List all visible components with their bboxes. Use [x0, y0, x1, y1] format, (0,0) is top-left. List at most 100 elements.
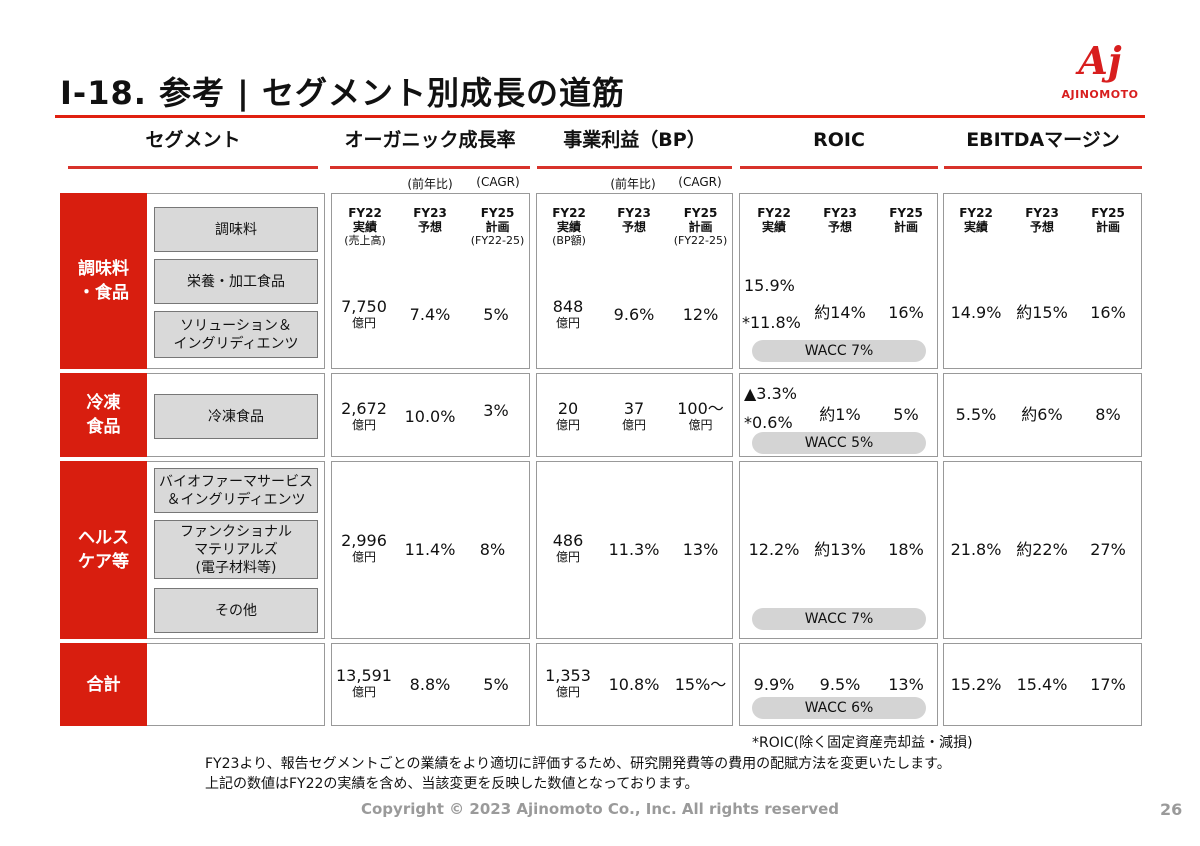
header-rule — [944, 166, 1142, 169]
organic-fy23: 11.4% — [404, 540, 456, 559]
segment-label: 調味料 ・食品 — [78, 259, 129, 303]
subsegment-label: ソリューション＆ イングリディエンツ — [173, 317, 299, 352]
subheader-yoy: (前年比) — [610, 177, 656, 191]
subsegment-label: ファンクショナル マテリアルズ (電子材料等) — [180, 523, 292, 576]
segment-total: 合計 — [60, 643, 147, 726]
organic-fy22: 7,750 億円 — [341, 297, 387, 331]
roic-fy25: 16% — [888, 303, 924, 322]
bp-fy25: 100～ 億円 — [677, 399, 724, 433]
organic-fy25: 5% — [483, 305, 509, 324]
segment-healthcare: ヘルス ケア等 — [60, 461, 147, 639]
segment-label: ヘルス ケア等 — [78, 528, 129, 572]
colhead-fy23: FY23 予想 — [617, 206, 651, 234]
ajinomoto-logo: Aj AJINOMOTO — [1055, 38, 1145, 108]
note-line-1: FY23より、報告セグメントごとの業績をより適切に評価するため、研究開発費等の費… — [205, 756, 951, 772]
wacc-badge: WACC 7% — [752, 340, 926, 362]
bp-fy25: 13% — [682, 540, 719, 559]
ebitda-panel — [943, 193, 1142, 369]
bp-fy23: 10.8% — [608, 675, 660, 694]
ebitda-fy22: 14.9% — [950, 303, 1002, 322]
ebitda-fy25: 16% — [1090, 303, 1126, 322]
ebitda-panel — [943, 461, 1142, 639]
wacc-badge: WACC 7% — [752, 608, 926, 630]
subsegment: バイオファーマサービス ＆イングリディエンツ — [154, 468, 318, 513]
bp-fy22: 486 億円 — [552, 531, 584, 565]
bp-fy22: 848 億円 — [552, 297, 584, 331]
header-roic: ROIC — [813, 129, 865, 151]
roic-fy25: 18% — [888, 540, 924, 559]
header-rule — [330, 166, 530, 169]
colhead-fy22: FY22 実績 (売上高) — [344, 206, 386, 247]
header-rule — [68, 166, 318, 169]
copyright-footer: Copyright © 2023 Ajinomoto Co., Inc. All… — [360, 800, 840, 818]
roic-fy22-adjusted: *0.6% — [744, 413, 793, 432]
colhead-fy23: FY23 予想 — [413, 206, 447, 234]
header-rule — [537, 166, 732, 169]
subsegment-label: 調味料 — [215, 221, 257, 238]
subsegment-label: 冷凍食品 — [208, 408, 264, 425]
header-rule — [740, 166, 938, 169]
page-number: 26 — [1160, 800, 1183, 819]
segment-label: 合計 — [86, 674, 121, 695]
subsegment: ソリューション＆ イングリディエンツ — [154, 311, 318, 358]
wacc-badge: WACC 5% — [752, 432, 926, 454]
roic-fy23: 約13% — [814, 540, 866, 559]
organic-panel — [331, 643, 530, 726]
subsegment: ファンクショナル マテリアルズ (電子材料等) — [154, 520, 318, 579]
subsegment: 栄養・加工食品 — [154, 259, 318, 304]
ebitda-fy23: 約15% — [1016, 303, 1068, 322]
roic-fy22: 9.9% — [753, 675, 795, 694]
bp-fy22: 1,353 億円 — [545, 666, 591, 700]
organic-panel — [331, 461, 530, 639]
colhead-fy23: FY23 予想 — [1025, 206, 1059, 234]
colhead-fy23: FY23 予想 — [823, 206, 857, 234]
roic-fy23: 9.5% — [819, 675, 861, 694]
roic-fy23: 約1% — [819, 405, 861, 424]
organic-panel — [331, 373, 530, 457]
subsegment: その他 — [154, 588, 318, 633]
roic-fy22: 12.2% — [748, 540, 800, 559]
header-organic: オーガニック成長率 — [344, 129, 516, 151]
organic-fy23: 10.0% — [404, 407, 456, 426]
logo-mark: Aj — [1078, 38, 1122, 83]
ebitda-fy25: 17% — [1090, 675, 1126, 694]
header-bp: 事業利益（BP） — [563, 129, 706, 151]
ebitda-fy22: 5.5% — [955, 405, 997, 424]
roic-fy25: 13% — [888, 675, 924, 694]
segment-seasonings-foods: 調味料 ・食品 — [60, 193, 147, 369]
subheader-cagr: (CAGR) — [476, 175, 520, 189]
subsegment-label: 栄養・加工食品 — [187, 273, 285, 290]
logo-text: AJINOMOTO — [1061, 88, 1139, 101]
organic-fy22: 2,996 億円 — [341, 531, 387, 565]
colhead-fy22: FY22 実績 — [757, 206, 791, 234]
ebitda-panel — [943, 643, 1142, 726]
roic-fy22-adjusted: *11.8% — [742, 313, 801, 332]
colhead-fy22: FY22 実績 (BP額) — [552, 206, 586, 247]
subsegment-label: バイオファーマサービス ＆イングリディエンツ — [159, 473, 313, 508]
colhead-fy22: FY22 実績 — [959, 206, 993, 234]
ebitda-fy22: 15.2% — [950, 675, 1002, 694]
colhead-fy25: FY25 計画 (FY22-25) — [673, 206, 728, 247]
ebitda-fy23: 約6% — [1021, 405, 1063, 424]
bp-panel — [536, 373, 733, 457]
roic-fy25: 5% — [893, 405, 919, 424]
page-title: Ⅰ-18. 参考 | セグメント別成長の道筋 — [60, 74, 625, 112]
organic-fy22: 2,672 億円 — [341, 399, 387, 433]
colhead-fy25: FY25 計画 (FY22-25) — [470, 206, 525, 247]
colhead-fy25: FY25 計画 — [889, 206, 923, 234]
bp-panel — [536, 461, 733, 639]
bp-fy25: 15%～ — [674, 675, 727, 694]
organic-fy22: 13,591 億円 — [336, 666, 392, 700]
ebitda-fy22: 21.8% — [950, 540, 1002, 559]
roic-fy22: 15.9% — [744, 276, 795, 295]
bp-fy23: 9.6% — [613, 305, 655, 324]
ebitda-fy23: 15.4% — [1016, 675, 1068, 694]
organic-fy25: 5% — [483, 675, 509, 694]
ebitda-fy25: 27% — [1090, 540, 1126, 559]
wacc-badge: WACC 6% — [752, 697, 926, 719]
bp-fy23: 11.3% — [608, 540, 660, 559]
segment-frozen-foods: 冷凍 食品 — [60, 373, 147, 457]
subheader-yoy: (前年比) — [407, 177, 453, 191]
subsegment: 調味料 — [154, 207, 318, 252]
organic-fy23: 8.8% — [409, 675, 451, 694]
